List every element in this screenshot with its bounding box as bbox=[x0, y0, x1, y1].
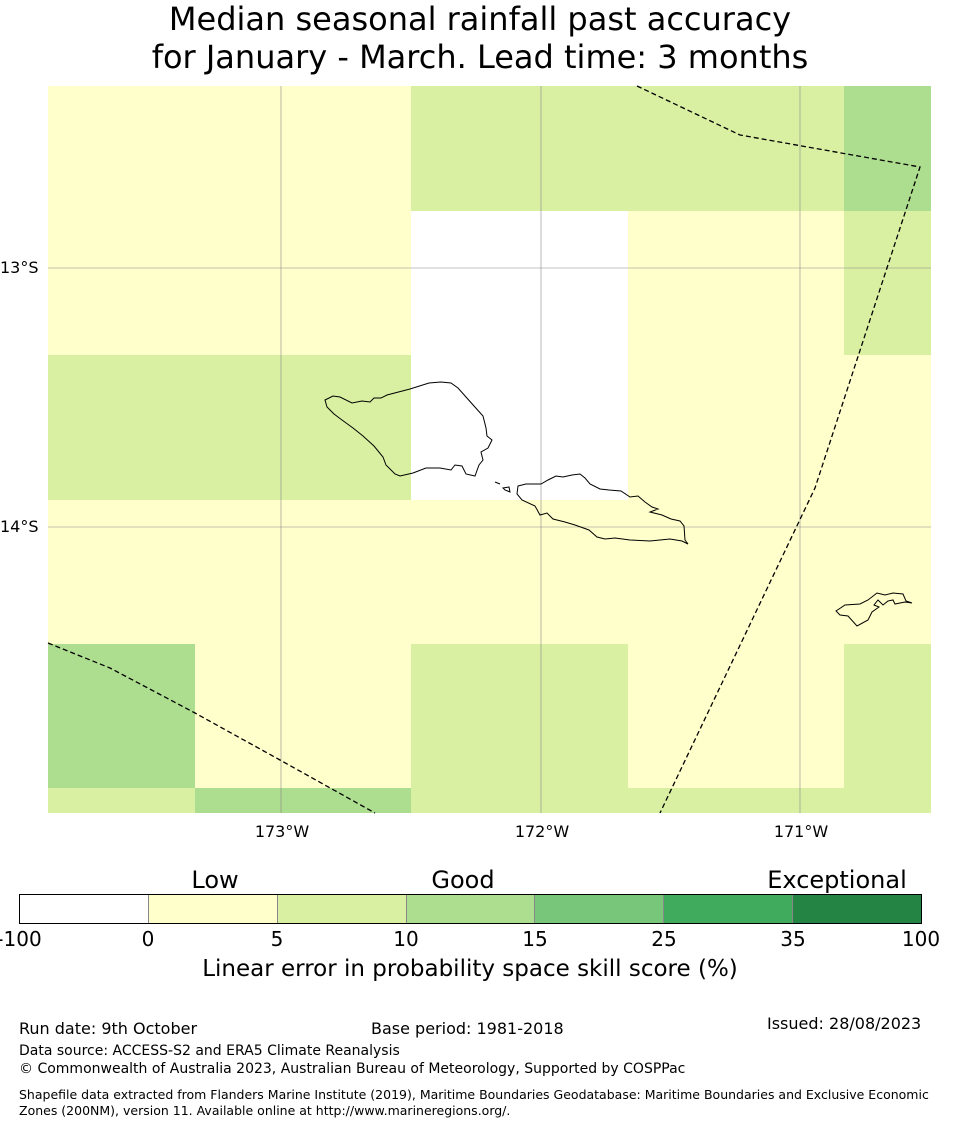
colorbar-tick: 15 bbox=[522, 927, 548, 951]
skill-cell bbox=[411, 500, 628, 644]
colorbar-segment bbox=[793, 895, 922, 923]
skill-grid bbox=[48, 86, 931, 813]
colorbar-segment bbox=[406, 895, 536, 923]
colorbar-category-low: Low bbox=[191, 866, 239, 894]
upolu-island bbox=[516, 473, 689, 545]
colorbar-category-good: Good bbox=[431, 866, 495, 894]
map-title-line-2: for January - March. Lead time: 3 months bbox=[151, 38, 809, 76]
colorbar-segment bbox=[277, 895, 407, 923]
skill-cell bbox=[195, 644, 411, 788]
skill-cell bbox=[628, 355, 844, 500]
colorbar-segment bbox=[20, 895, 149, 923]
skill-cell bbox=[195, 788, 411, 813]
run-date: Run date: 9th October bbox=[19, 1019, 198, 1038]
apolima-island bbox=[501, 486, 511, 493]
skill-cell bbox=[48, 500, 195, 644]
base-period: Base period: 1981-2018 bbox=[371, 1019, 564, 1038]
lon-label-171w: 171°W bbox=[773, 822, 829, 841]
eez-boundary-east bbox=[636, 85, 921, 814]
colorbar bbox=[19, 894, 922, 924]
graticule bbox=[48, 86, 931, 813]
skill-cell bbox=[844, 355, 931, 500]
colorbar-tick: -100 bbox=[0, 927, 42, 951]
colorbar-tick: 5 bbox=[270, 927, 284, 951]
colorbar-tick: 0 bbox=[141, 927, 155, 951]
issued-date: Issued: 28/08/2023 bbox=[767, 1014, 922, 1033]
skill-cell bbox=[195, 355, 411, 500]
skill-cell bbox=[48, 788, 195, 813]
skill-cell bbox=[411, 355, 628, 500]
skill-map bbox=[47, 85, 931, 814]
shapefile-credit: Shapefile data extracted from Flanders M… bbox=[19, 1087, 929, 1118]
colorbar-tick: 10 bbox=[393, 927, 419, 951]
colorbar-tick: 100 bbox=[901, 927, 941, 951]
skill-cell bbox=[844, 211, 931, 355]
skill-cell bbox=[411, 86, 628, 211]
skill-cell bbox=[844, 500, 931, 644]
skill-cell bbox=[411, 211, 628, 355]
colorbar-segment bbox=[664, 895, 794, 923]
skill-cell bbox=[48, 355, 195, 500]
colorbar-segment bbox=[148, 895, 278, 923]
eez-boundaries bbox=[47, 85, 921, 814]
skill-cell bbox=[628, 788, 844, 813]
skill-cell bbox=[48, 86, 195, 211]
skill-cell bbox=[844, 788, 931, 813]
eez-boundary-southwest bbox=[47, 642, 376, 814]
skill-cell bbox=[195, 86, 411, 211]
skill-cell bbox=[628, 644, 844, 788]
savaii-island bbox=[324, 381, 493, 477]
skill-cell bbox=[48, 644, 195, 788]
islands bbox=[324, 381, 913, 627]
skill-cell bbox=[195, 500, 411, 644]
copyright: © Commonwealth of Australia 2023, Austra… bbox=[19, 1061, 686, 1077]
skill-cell bbox=[628, 86, 844, 211]
data-source: Data source: ACCESS-S2 and ERA5 Climate … bbox=[19, 1043, 400, 1059]
tutuila-island bbox=[835, 592, 913, 627]
skill-cell bbox=[48, 211, 195, 355]
map-title-line-1: Median seasonal rainfall past accuracy bbox=[168, 0, 792, 38]
skill-cell bbox=[844, 86, 931, 211]
skill-cell bbox=[628, 500, 844, 644]
lon-label-173w: 173°W bbox=[254, 822, 310, 841]
skill-cell bbox=[195, 211, 411, 355]
skill-cell bbox=[628, 211, 844, 355]
colorbar-label: Linear error in probability space skill … bbox=[202, 956, 738, 982]
manono-island bbox=[494, 481, 501, 485]
lon-label-172w: 172°W bbox=[514, 822, 570, 841]
skill-cell bbox=[844, 644, 931, 788]
lat-label-13s: 13°S bbox=[0, 258, 39, 277]
lat-label-14s: 14°S bbox=[0, 517, 39, 536]
colorbar-tick: 25 bbox=[651, 927, 677, 951]
skill-cell bbox=[411, 644, 628, 788]
skill-cell bbox=[411, 788, 628, 813]
colorbar-category-exceptional: Exceptional bbox=[767, 866, 907, 894]
colorbar-tick: 35 bbox=[780, 927, 806, 951]
colorbar-segment bbox=[535, 895, 665, 923]
